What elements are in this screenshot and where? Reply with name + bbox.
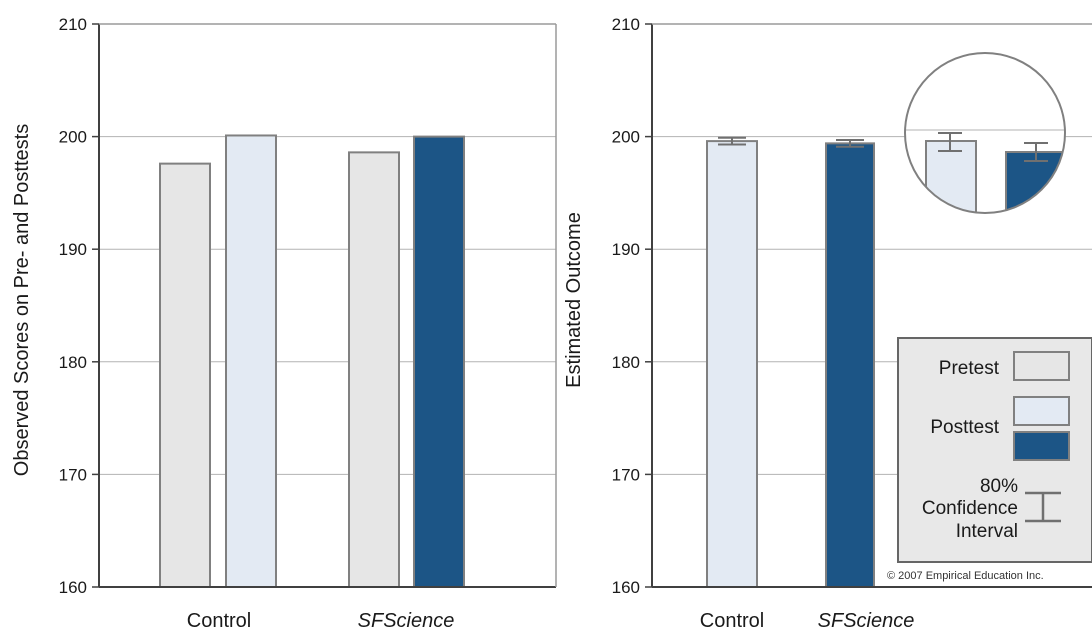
left-tick-labels: 160 170 180 190 200 210	[59, 15, 87, 597]
left-category-control: Control	[187, 610, 251, 631]
y-tick-label: 210	[612, 15, 640, 34]
y-tick-label: 160	[612, 578, 640, 597]
left-axes	[92, 23, 557, 588]
left-bar-0	[159, 162, 211, 588]
inset-bar-control	[925, 140, 977, 213]
right-bar-0	[706, 140, 758, 588]
y-tick-label: 190	[59, 240, 87, 259]
left-chart: 160 170 180 190 200 210 Control SFScience Obs…	[11, 15, 557, 631]
legend-ci-line2: Confidence	[922, 498, 1018, 519]
legend-ci-symbol	[1025, 491, 1061, 523]
magnified-inset	[904, 52, 1066, 214]
legend-label-posttest: Posttest	[930, 417, 999, 438]
y-tick-label: 200	[59, 128, 87, 147]
error-bar-1	[836, 138, 864, 148]
legend: Pretest Posttest 80% Confidence Interval…	[887, 337, 1092, 582]
legend-swatch-pretest	[1013, 351, 1070, 381]
y-tick-label: 180	[59, 353, 87, 372]
left-bars	[159, 134, 465, 588]
y-tick-label: 170	[59, 465, 87, 484]
right-category-sfscience: SFScience	[818, 610, 915, 631]
y-tick-label: 170	[612, 465, 640, 484]
left-y-axis-label: Observed Scores on Pre- and Posttests	[11, 124, 33, 476]
legend-ci-line3: Interval	[956, 521, 1018, 542]
left-bar-1	[225, 134, 277, 588]
inset-error-bar-sfscience	[1024, 142, 1048, 162]
error-bar-0	[718, 136, 746, 146]
right-bar-1	[825, 142, 875, 589]
y-tick-label: 190	[612, 240, 640, 259]
legend-ci-line1: 80%	[980, 476, 1018, 497]
right-category-control: Control	[700, 610, 764, 631]
legend-swatch-posttest-sfscience	[1013, 431, 1070, 461]
legend-label-pretest: Pretest	[939, 358, 1000, 379]
y-tick-label: 200	[612, 128, 640, 147]
right-axes	[645, 23, 1092, 588]
y-tick-label: 180	[612, 353, 640, 372]
left-bar-3	[413, 135, 465, 588]
inset-border	[904, 52, 1066, 214]
right-y-axis-label: Estimated Outcome	[563, 212, 585, 388]
right-bars	[706, 136, 875, 589]
right-chart: 160 170 180 190 200 210 Control SFScience Est…	[563, 15, 1092, 631]
y-tick-label: 160	[59, 578, 87, 597]
inset-error-bar-control	[938, 132, 962, 152]
legend-swatch-posttest-control	[1013, 396, 1070, 426]
left-category-sfscience: SFScience	[358, 610, 455, 631]
copyright-text: © 2007 Empirical Education Inc.	[887, 570, 1044, 582]
left-bar-2	[348, 151, 400, 588]
right-tick-labels: 160 170 180 190 200 210	[612, 15, 640, 597]
y-tick-label: 210	[59, 15, 87, 34]
